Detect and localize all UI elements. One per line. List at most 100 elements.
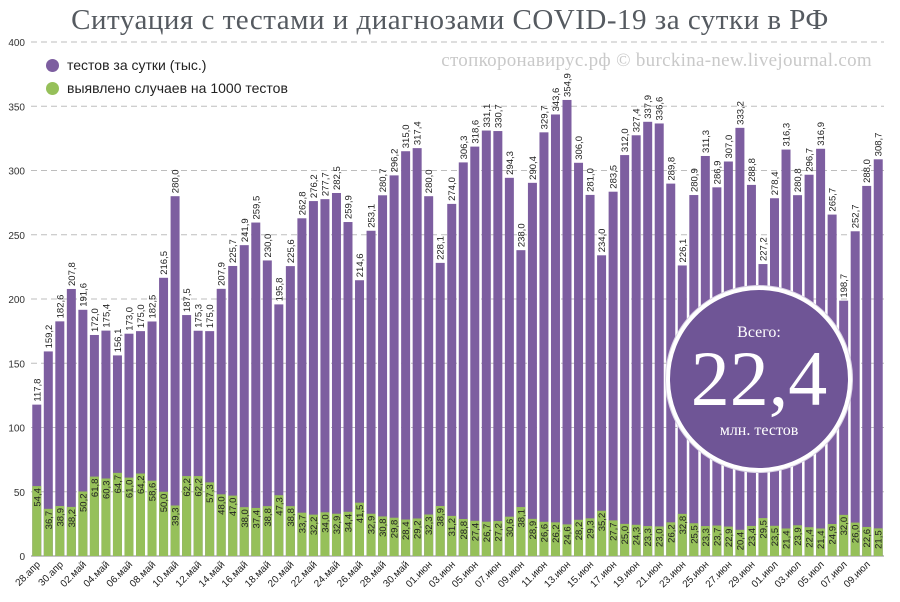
data-label-cases: 23,4 [747,528,758,547]
bar-tests [504,177,514,556]
bar-tests [136,331,146,556]
bar-cases [827,524,837,556]
bar-cases [793,525,803,556]
bar-cases [873,528,883,556]
data-label-cases: 38,1 [516,509,527,528]
data-label-tests: 187,5 [182,288,193,312]
bar-tests [412,148,422,557]
bar-tests [366,230,376,557]
data-label-cases: 28,8 [459,521,470,540]
bar-cases [597,510,607,556]
data-label-tests: 276,2 [309,174,320,198]
bar-cases [89,476,99,556]
data-label-cases: 32,0 [839,517,850,536]
bar-cases [159,491,169,556]
data-label-cases: 26,6 [539,524,550,543]
bar-cases [447,515,457,556]
data-label-cases: 21,5 [874,530,885,549]
data-label-tests: 336,6 [655,97,666,121]
data-label-tests: 175,3 [194,304,205,328]
bar-tests [193,330,203,556]
total-tests-badge: Всего: 22,4 млн. тестов [666,286,852,472]
bar-tests [159,277,169,556]
bar-tests [424,196,434,556]
data-label-tests: 207,8 [67,262,78,286]
bar-tests [435,262,445,556]
bar-cases [251,507,261,556]
legend-item-cases: выявлено случаев на 1000 тестов [46,80,288,96]
data-label-tests: 207,9 [217,262,228,286]
bar-cases [585,518,595,556]
data-label-tests: 331,1 [482,104,493,128]
bar-cases [435,506,445,556]
bar-tests [562,99,572,557]
bar-tests [89,334,99,556]
data-label-cases: 26,2 [551,524,562,543]
bar-cases [55,506,65,556]
bar-tests [539,132,549,556]
bar-cases [147,480,157,556]
bar-tests [401,151,411,556]
bar-tests [585,194,595,557]
bar-cases [758,518,768,556]
y-tick-label: 0 [19,552,25,563]
data-label-tests: 173,0 [124,307,135,331]
bar-cases [574,519,584,556]
bar-cases [43,508,53,556]
bar-cases [308,514,318,556]
data-label-tests: 156,1 [113,329,124,353]
bar-cases [481,521,491,556]
bar-tests [320,199,330,556]
data-label-tests: 262,8 [297,192,308,216]
bar-tests [216,288,226,556]
y-tick-label: 350 [8,102,25,113]
bar-cases [66,506,76,556]
data-label-tests: 280,0 [424,169,435,193]
bar-cases [274,495,284,556]
bar-cases [355,502,365,556]
data-label-tests: 198,7 [839,274,850,298]
bar-tests [873,159,883,556]
badge-unit: млн. тестов [719,422,799,439]
legend-label-tests: тестов за сутки (тыс.) [67,57,207,73]
data-label-cases: 38,8 [263,508,274,526]
data-label-tests: 307,0 [724,135,735,159]
data-label-tests: 311,3 [701,130,712,153]
data-label-tests: 234,0 [597,229,608,253]
data-label-tests: 278,4 [770,171,781,195]
data-label-cases: 30,8 [378,518,389,537]
y-tick-label: 150 [8,359,25,370]
bar-cases [562,524,572,556]
data-label-cases: 38,9 [436,508,447,527]
data-label-tests: 289,8 [666,157,677,181]
data-label-cases: 48,0 [217,496,228,515]
bar-cases [746,525,756,556]
bar-cases [331,513,341,556]
legend-swatch-tests [46,58,59,72]
data-label-tests: 182,6 [55,295,66,319]
legend-label-cases: выявлено случаев на 1000 тестов [67,80,288,96]
data-label-cases: 28,2 [574,522,585,541]
data-label-cases: 50,0 [159,494,170,513]
bar-cases [781,528,791,556]
bar-cases [723,526,733,556]
data-label-cases: 23,5 [770,528,781,547]
bar-tests [355,280,365,556]
x-tick-label: 09.июл [842,559,873,590]
data-label-cases: 21,4 [816,531,827,550]
data-label-tests: 308,7 [874,133,885,157]
data-label-cases: 61,0 [124,480,135,499]
legend-item-tests: тестов за сутки (тыс.) [46,57,206,73]
bar-tests [574,162,584,557]
data-label-cases: 29,3 [586,520,597,539]
y-tick-label: 100 [8,424,25,435]
bar-tests [343,222,353,556]
data-label-cases: 29,2 [413,520,424,539]
data-label-tests: 343,6 [551,88,562,112]
data-label-tests: 290,4 [528,156,539,180]
bar-cases [320,512,330,556]
data-label-tests: 195,8 [274,278,285,302]
bar-cases [666,522,676,556]
bar-cases [608,520,618,556]
data-label-cases: 22,4 [805,529,816,548]
